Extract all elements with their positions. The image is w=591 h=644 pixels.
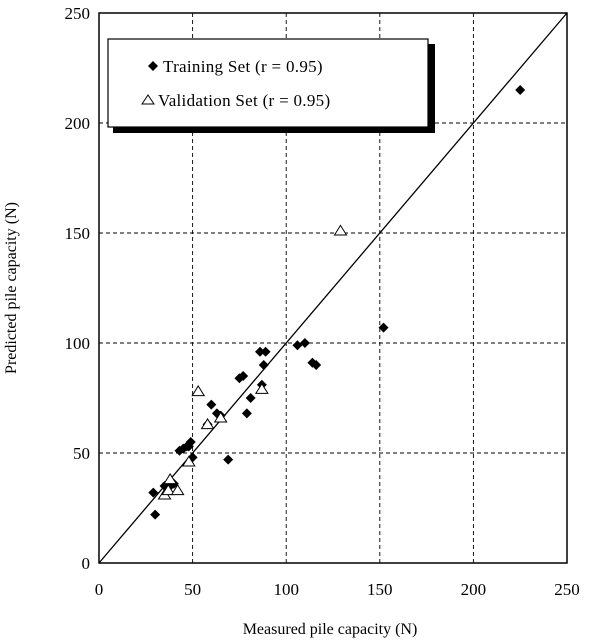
y-tick-label: 200	[65, 114, 91, 133]
legend-box	[107, 38, 429, 128]
x-tick-label: 150	[367, 580, 393, 599]
y-axis-title: Predicted pile capacity (N)	[3, 202, 20, 374]
training-point	[238, 371, 249, 381]
validation-point	[161, 484, 176, 496]
y-tick-label: 150	[65, 224, 91, 243]
validation-point	[191, 385, 206, 397]
training-point	[148, 487, 159, 498]
x-axis-title: Measured pile capacity (N)	[243, 621, 418, 638]
training-point	[150, 509, 161, 520]
y-axis-tick-labels: 0 50 100 150 200 250	[65, 4, 91, 573]
training-point	[241, 408, 252, 419]
y-tick-label: 100	[65, 334, 91, 353]
legend-label-validation: Validation Set (r = 0.95)	[158, 91, 330, 110]
x-tick-label: 200	[461, 580, 487, 599]
validation-point	[254, 382, 269, 394]
training-point	[311, 360, 322, 370]
training-point	[185, 437, 196, 447]
training-point	[292, 340, 303, 351]
training-point	[258, 360, 269, 370]
reference-line-y-equals-x	[98, 12, 568, 564]
x-axis-tick-labels: 0 50 100 150 200 250	[95, 580, 580, 599]
legend-label-training: Training Set (r = 0.95)	[163, 57, 323, 76]
training-point	[223, 454, 234, 465]
y-tick-label: 50	[73, 444, 90, 463]
training-point	[299, 338, 310, 348]
validation-point	[181, 455, 196, 467]
validation-point	[163, 473, 178, 485]
training-point	[254, 346, 265, 357]
validation-point	[333, 224, 348, 236]
y-tick-label: 250	[65, 4, 91, 23]
plot-frame	[98, 12, 568, 564]
training-point	[260, 346, 271, 357]
training-point	[245, 393, 256, 403]
x-tick-label: 100	[273, 580, 299, 599]
x-tick-label: 0	[95, 580, 104, 599]
legend-marker-training-diamond-icon	[148, 61, 158, 71]
data-points	[148, 85, 526, 520]
legend: Training Set (r = 0.95) Validation Set (…	[107, 38, 435, 133]
validation-point	[213, 411, 228, 423]
x-tick-label: 250	[554, 580, 580, 599]
validation-point	[200, 418, 215, 430]
validation-point	[170, 484, 185, 496]
y-tick-label: 0	[82, 554, 91, 573]
training-point	[378, 322, 389, 333]
training-point	[515, 85, 526, 95]
x-tick-label: 50	[184, 580, 201, 599]
legend-marker-validation-triangle-icon	[141, 94, 155, 105]
training-point	[206, 399, 217, 410]
